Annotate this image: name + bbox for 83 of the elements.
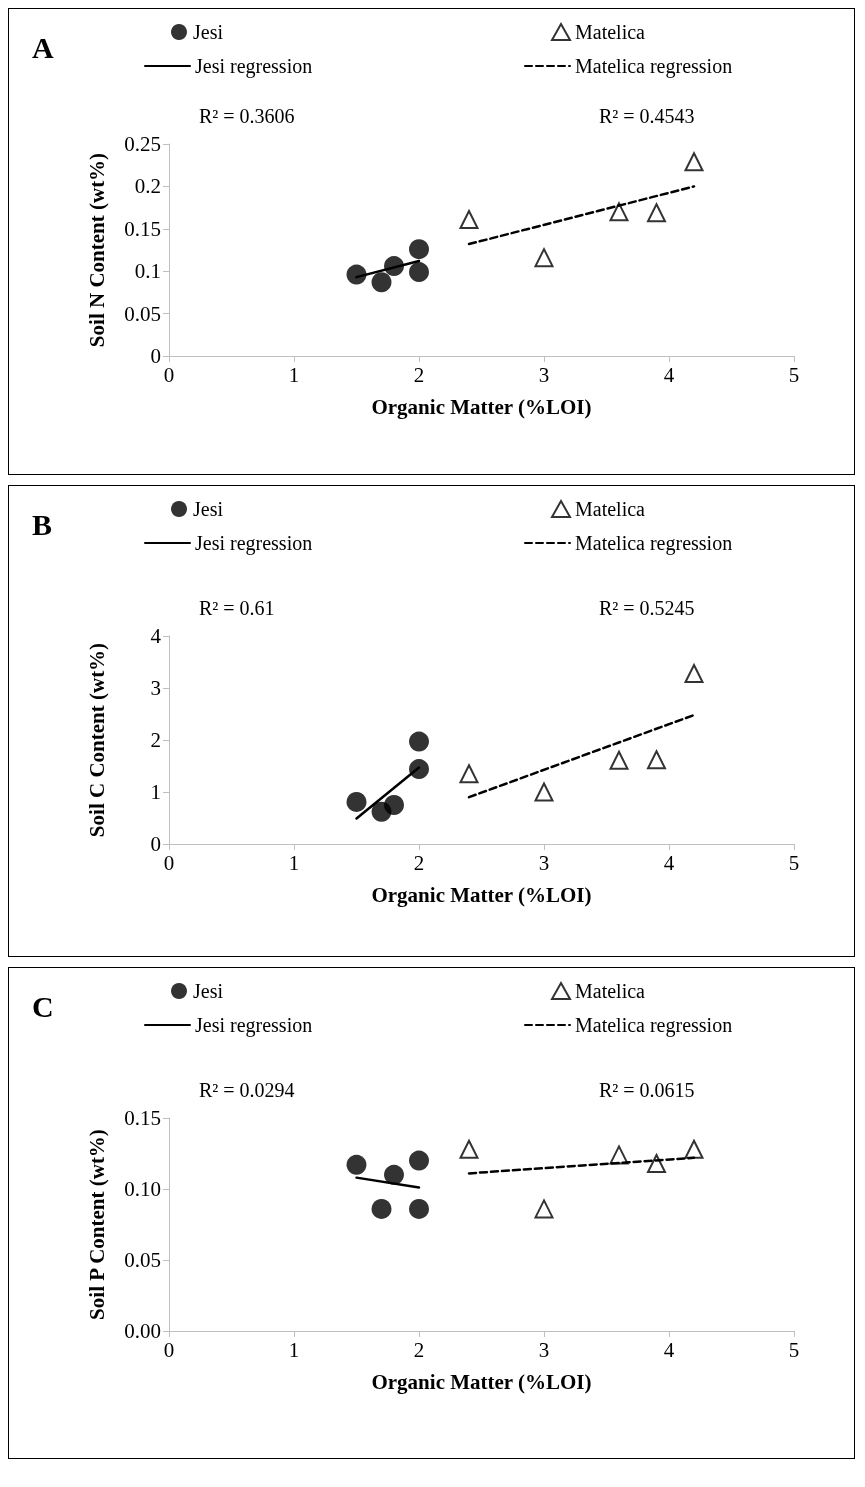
legend-label: Matelica <box>575 498 646 520</box>
legend-label: Jesi <box>193 498 224 520</box>
chart-title: A <box>32 30 54 64</box>
x-axis-title: Organic Matter (%LOI) <box>371 1369 592 1394</box>
y-tick-label: 1 <box>150 780 161 804</box>
text: R² = 0.0294 <box>199 1079 295 1101</box>
y-tick-label: 0.15 <box>124 216 161 241</box>
point <box>534 1199 554 1219</box>
point <box>459 209 479 229</box>
x-tick-label: 1 <box>288 850 300 875</box>
y-axis-title: Soil P Content (wt%) <box>84 1129 109 1320</box>
x-tick-label: 4 <box>663 850 675 875</box>
point <box>684 663 704 683</box>
point <box>609 750 629 770</box>
text: R² = 0.3606 <box>199 105 295 127</box>
point <box>647 1153 666 1173</box>
legend-label: Jesi <box>193 980 224 1002</box>
text: R² = 0.0615 <box>599 1079 695 1101</box>
point <box>534 782 554 802</box>
legend-label: Jesi regression <box>195 532 313 555</box>
point <box>534 248 554 268</box>
y-tick-label: 0 <box>150 832 161 856</box>
x-tick-label: 2 <box>413 362 425 387</box>
point <box>409 239 429 260</box>
y-tick-label: 0.05 <box>124 301 161 326</box>
y-tick-label: 2 <box>150 728 161 752</box>
x-tick-label: 5 <box>788 362 800 387</box>
point <box>459 764 479 784</box>
x-tick-label: 5 <box>788 850 800 875</box>
point <box>409 731 429 752</box>
point <box>684 152 704 172</box>
y-tick-label: 0.1 <box>134 259 161 284</box>
point <box>684 1139 704 1159</box>
y-tick-label: 0 <box>150 344 161 368</box>
x-tick-label: 3 <box>538 1337 550 1362</box>
y-axis-title: Soil C Content (wt%) <box>84 642 109 838</box>
x-tick-label: 4 <box>663 1337 675 1362</box>
x-tick-label: 1 <box>288 1337 300 1362</box>
point <box>609 202 629 222</box>
y-tick-label: 0.2 <box>134 174 161 199</box>
legend-label: Matelica regression <box>575 532 733 555</box>
legend-label: Matelica <box>575 21 646 43</box>
text: R² = 0.4543 <box>599 105 695 127</box>
x-tick-label: 3 <box>538 362 550 387</box>
legend-label: Jesi regression <box>195 55 313 78</box>
point <box>371 1198 392 1219</box>
y-axis-title: Soil N Content (wt%) <box>84 152 109 348</box>
y-tick-label: 0.05 <box>124 1248 161 1272</box>
point <box>647 203 666 223</box>
x-tick-label: 4 <box>663 362 675 387</box>
point <box>647 750 666 770</box>
x-tick-label: 1 <box>288 362 300 387</box>
point <box>459 1139 479 1159</box>
y-tick-label: 0.00 <box>124 1319 161 1343</box>
legend-label: Matelica <box>575 980 646 1002</box>
chart-title: B <box>32 507 53 541</box>
point <box>409 759 429 780</box>
text: R² = 0.5245 <box>599 597 695 619</box>
y-tick-label: 0.10 <box>124 1177 161 1201</box>
x-axis-title: Organic Matter (%LOI) <box>371 882 592 907</box>
chart-title: C <box>32 989 54 1023</box>
x-tick-label: 2 <box>413 850 425 875</box>
legend-label: Matelica regression <box>575 1014 733 1037</box>
point <box>409 1198 429 1219</box>
x-axis-title: Organic Matter (%LOI) <box>371 394 592 419</box>
point <box>346 791 367 812</box>
text: R² = 0.61 <box>199 597 275 619</box>
y-tick-label: 0.25 <box>124 132 161 156</box>
point <box>409 262 429 283</box>
x-tick-label: 5 <box>788 1337 800 1362</box>
y-tick-label: 0.15 <box>124 1106 161 1130</box>
y-tick-label: 3 <box>150 676 161 700</box>
point <box>346 1154 367 1175</box>
y-tick-label: 4 <box>150 624 162 648</box>
legend-label: Jesi <box>193 21 224 43</box>
legend-label: Jesi regression <box>195 1014 313 1037</box>
x-tick-label: 2 <box>413 1337 425 1362</box>
legend-label: Matelica regression <box>575 55 733 78</box>
point <box>371 272 392 293</box>
point <box>384 795 404 815</box>
x-tick-label: 3 <box>538 850 550 875</box>
point <box>384 1164 404 1185</box>
point <box>409 1150 429 1171</box>
